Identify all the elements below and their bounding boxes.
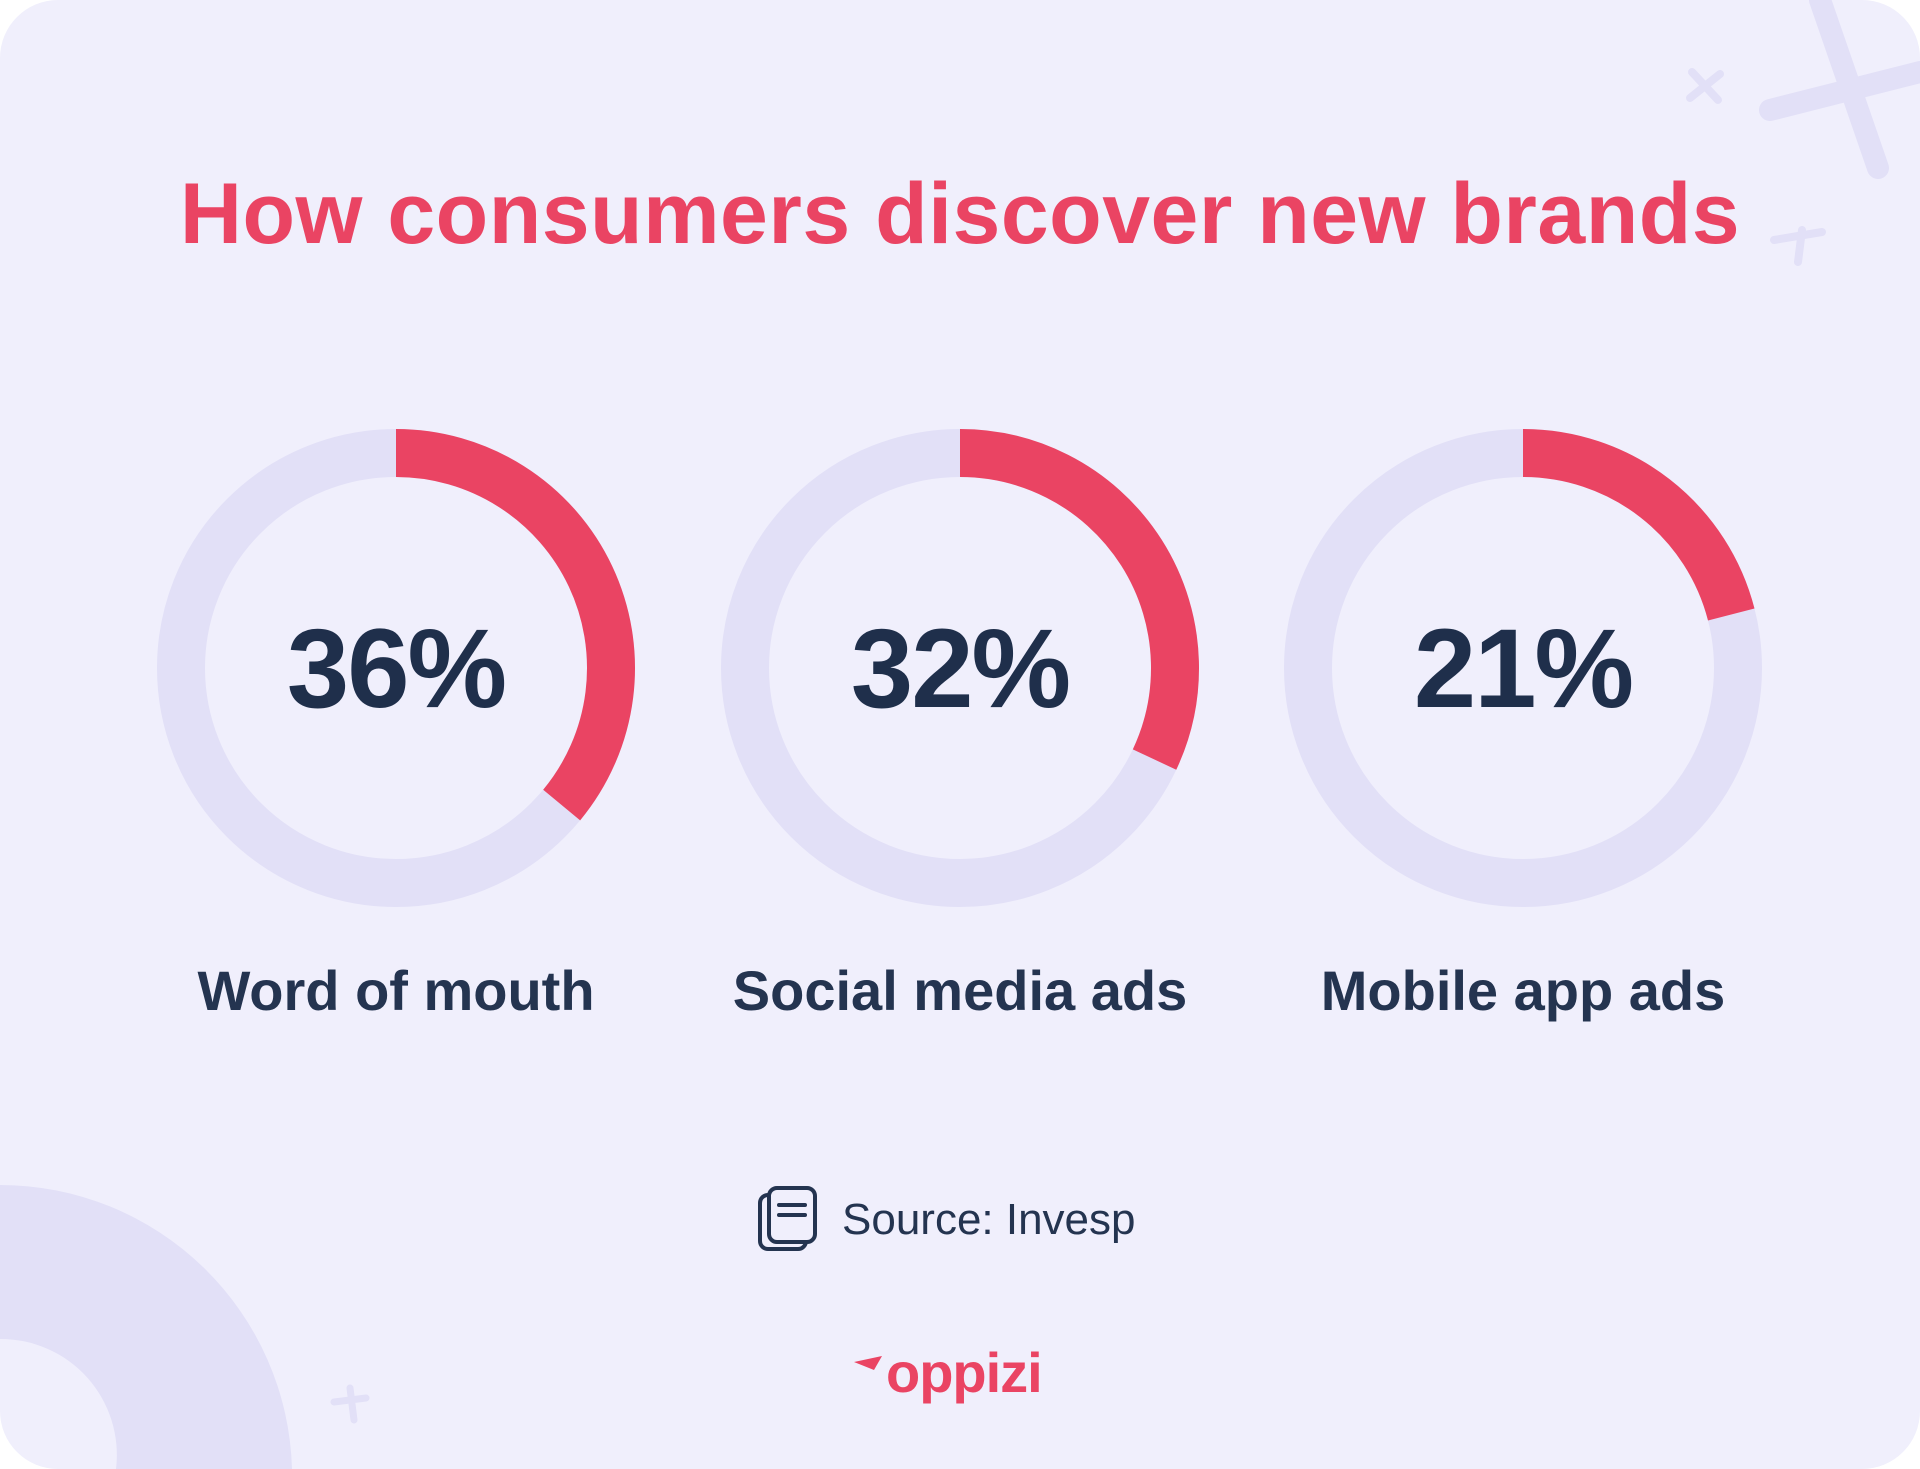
donut-arc-mobile-app-ads xyxy=(1522,429,1755,621)
donut-arc-word-of-mouth xyxy=(395,429,635,821)
value-label-word-of-mouth: 36% xyxy=(286,606,507,731)
logo-swoosh-icon xyxy=(854,1355,882,1370)
brand-logo: oppizi xyxy=(852,1340,1043,1405)
document-stack-icon xyxy=(758,1186,817,1251)
small-cross-icon xyxy=(1686,68,1724,104)
source-note: Source: Invesp xyxy=(756,1180,1136,1260)
chart-title: How consumers discover new brands xyxy=(179,166,1741,262)
logo-wordmark: oppizi xyxy=(886,1341,1043,1404)
large-plus-icon xyxy=(1759,0,1920,179)
source-text: Source: Invesp xyxy=(842,1195,1136,1244)
donut-arc-social-media-ads xyxy=(959,429,1199,770)
small-plus-icon xyxy=(1770,226,1826,266)
category-label-word-of-mouth: Word of mouth xyxy=(197,959,595,1022)
tiny-plus-icon xyxy=(330,1384,370,1424)
value-label-mobile-app-ads: 21% xyxy=(1413,606,1634,731)
category-label-mobile-app-ads: Mobile app ads xyxy=(1320,959,1726,1022)
category-label-social-media-ads: Social media ads xyxy=(732,959,1188,1022)
corner-arc-decoration xyxy=(0,1185,292,1469)
value-label-social-media-ads: 32% xyxy=(850,606,1071,731)
